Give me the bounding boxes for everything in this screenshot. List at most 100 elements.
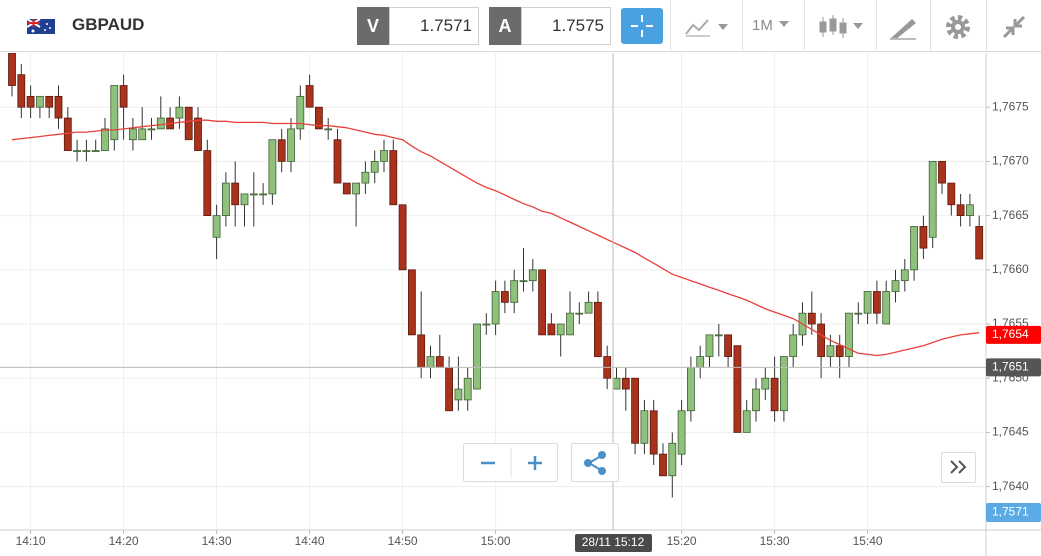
separator (742, 0, 743, 52)
candle-body (435, 356, 444, 368)
candle-body (966, 204, 974, 217)
zoom-in[interactable] (528, 456, 542, 470)
candle-body (975, 226, 984, 260)
candle-body (649, 410, 658, 455)
candle-body (175, 106, 184, 119)
separator (930, 0, 931, 52)
candle-body (705, 334, 714, 357)
ask-button[interactable]: A (489, 7, 521, 45)
candle-body (510, 280, 519, 303)
candle-body (73, 150, 81, 152)
candle-body (82, 150, 91, 152)
bid-price: 1.7571 (389, 7, 479, 45)
crosshair-price-label: 1,7651 (992, 360, 1029, 374)
candle-body (110, 85, 119, 141)
candle-body (63, 117, 72, 151)
x-tick-label: 15:30 (760, 534, 790, 548)
candle-body (361, 171, 370, 184)
candle-body (473, 323, 481, 390)
candle-body (528, 269, 537, 282)
share-icon (584, 451, 606, 475)
candle-body (556, 323, 565, 336)
scroll-right-button[interactable] (941, 452, 976, 483)
candle-body (370, 161, 379, 173)
timeframe[interactable]: 1M (752, 17, 773, 34)
candle-body (203, 150, 212, 217)
candle-body (891, 280, 900, 292)
candle-body (640, 410, 649, 444)
crosshair-time-box (575, 534, 652, 552)
candle-body (482, 323, 491, 326)
candle-type-button[interactable] (817, 13, 867, 41)
collapse-button[interactable] (1000, 13, 1028, 41)
candle-body (26, 95, 35, 108)
candle-body (817, 323, 825, 357)
candle-body (138, 128, 147, 141)
candle-body (156, 117, 165, 130)
candle-body (566, 312, 574, 336)
candle-body (333, 139, 342, 184)
candle-body (8, 53, 16, 86)
candle-body (324, 128, 333, 131)
candle-body (714, 334, 723, 337)
candle-body (900, 269, 909, 282)
zoom-icons (481, 448, 542, 477)
flag-icon (27, 19, 55, 34)
candle-body (882, 291, 891, 325)
candle-body (407, 269, 416, 336)
y-tick-label: 1,7660 (992, 262, 1029, 276)
y-tick-label: 1,7640 (992, 479, 1029, 493)
candle-body (101, 128, 109, 151)
price-label: 1,7654 (992, 327, 1029, 341)
chart-type-button[interactable] (684, 16, 732, 38)
candle-body (845, 312, 853, 357)
candle-body (342, 182, 351, 195)
candle-body (854, 312, 863, 315)
draw-button[interactable] (888, 14, 918, 40)
candle-body (538, 269, 546, 336)
candle-body (454, 388, 463, 401)
candle-body (668, 442, 677, 477)
candle-body (742, 410, 751, 433)
x-tick-label: 14:30 (202, 534, 232, 548)
dropdown-arrow (779, 21, 789, 27)
candle-body (677, 410, 686, 455)
candle-body (426, 356, 435, 368)
candle-body (212, 215, 221, 238)
candle-body (956, 204, 965, 217)
candle-body (463, 377, 472, 401)
x-tick-label: 14:20 (109, 534, 139, 548)
candle-body (835, 345, 844, 357)
separator (876, 0, 877, 52)
candle-body (863, 291, 872, 314)
y-tick-label: 1,7670 (992, 154, 1029, 168)
y-tick-label: 1,7645 (992, 425, 1029, 439)
candle-body (231, 182, 240, 206)
candle-body (761, 377, 770, 390)
candle-body (314, 106, 323, 130)
share-button[interactable] (571, 443, 619, 482)
candle-body (305, 85, 314, 108)
chart: 1,76401,76451,76501,76551,76601,76651,76… (0, 53, 1041, 556)
candle-body (194, 117, 202, 151)
candle-body (184, 106, 193, 141)
candle-body (724, 334, 732, 357)
candle-body (696, 356, 705, 368)
candle-body (947, 182, 956, 206)
crosshair-button[interactable] (621, 8, 663, 44)
candle-body (659, 453, 667, 477)
candle-body (733, 345, 742, 433)
bid-button[interactable]: V (357, 7, 389, 45)
settings-button[interactable] (944, 13, 972, 41)
separator (670, 0, 671, 52)
x-tick-label: 15:20 (667, 534, 697, 548)
candle-body (826, 345, 835, 357)
x-tick-label: 15:00 (481, 534, 511, 548)
candle-body (594, 301, 602, 357)
candle-body (687, 366, 695, 412)
crosshair-time-label: 28/11 15:12 (582, 535, 645, 549)
candle-body (752, 388, 760, 412)
candle-body (491, 291, 500, 325)
candle-body (780, 356, 788, 412)
